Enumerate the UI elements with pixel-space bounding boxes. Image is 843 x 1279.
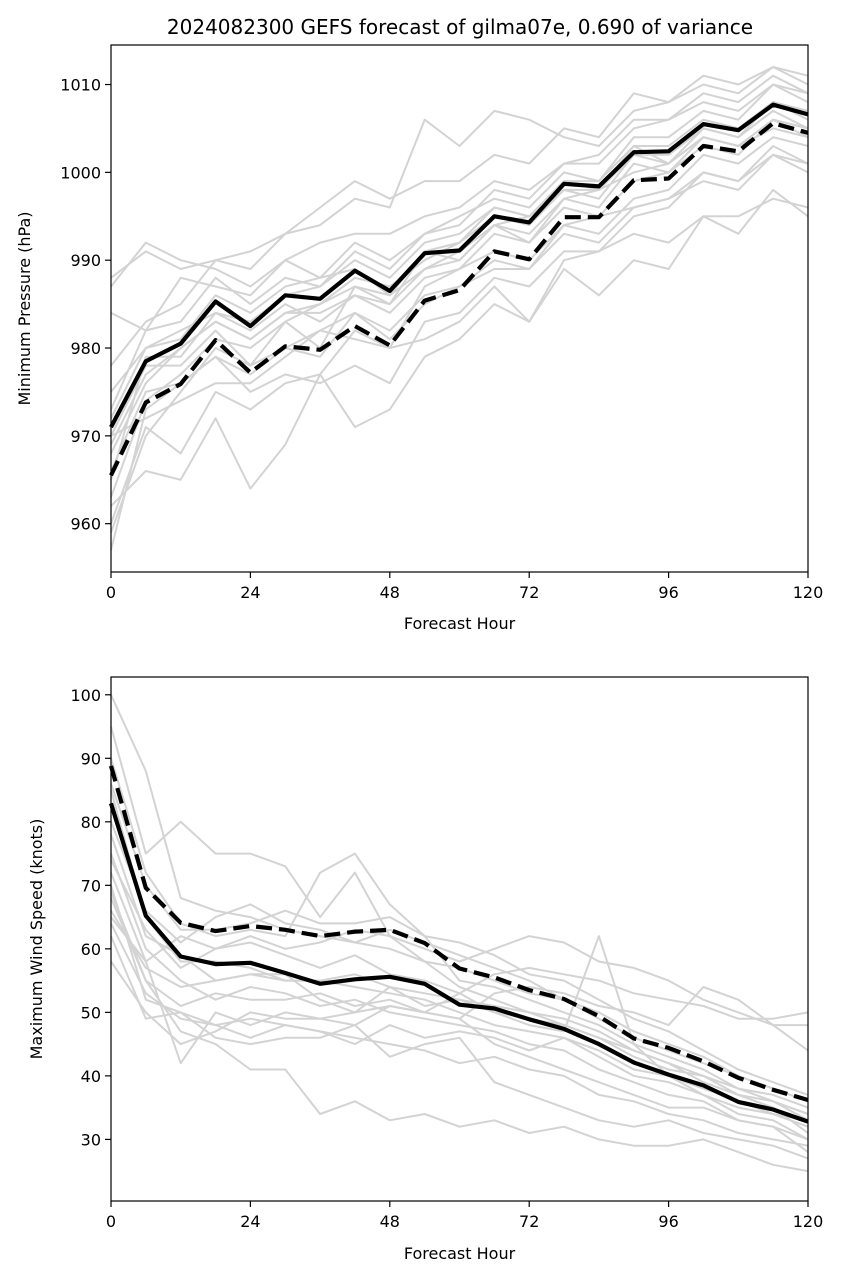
pressure-x-tick-label-120: 120 — [793, 583, 824, 602]
wind-x-tick-label-72: 72 — [519, 1212, 539, 1231]
pressure-x-axis-label: Forecast Hour — [404, 614, 516, 633]
pressure-x-tick-label-72: 72 — [519, 583, 539, 602]
pressure-ensemble-member-line-6 — [110, 66, 809, 279]
wind-x-tick-label-96: 96 — [658, 1212, 678, 1231]
wind-y-tick-label-90: 90 — [81, 749, 101, 768]
wind-ensemble-member-line-13 — [110, 821, 809, 1103]
wind-ensemble-member-line-6 — [110, 935, 809, 1160]
pressure-dashed-black-line — [109, 121, 809, 477]
pressure-ensemble-member-line-7 — [110, 66, 809, 367]
pressure-y-tick-label-1010: 1010 — [60, 76, 101, 95]
wind-x-tick-label-0: 0 — [106, 1212, 116, 1231]
pressure-y-tick-label-980: 980 — [70, 339, 101, 358]
wind-solid-black-line — [108, 802, 809, 1124]
pressure-y-tick-label-990: 990 — [70, 251, 101, 270]
pressure-ensemble-member-line-18 — [110, 118, 809, 446]
pressure-solid-black-line — [109, 102, 809, 429]
wind-y-tick-label-70: 70 — [81, 876, 101, 895]
pressure-x-tick-label-24: 24 — [240, 583, 260, 602]
pressure-series-group — [109, 66, 809, 551]
wind-ensemble-member-line-5 — [110, 897, 809, 1173]
wind-x-tick-label-24: 24 — [240, 1212, 260, 1231]
wind-ensemble-member-line-12 — [110, 872, 809, 1052]
pressure-ensemble-member-line-10 — [110, 197, 809, 437]
pressure-ensemble-member-line-16 — [110, 118, 809, 419]
pressure-x-tick-label-96: 96 — [658, 583, 678, 602]
pressure-ensemble-member-line-13 — [110, 101, 809, 332]
chart-title: 2024082300 GEFS forecast of gilma07e, 0.… — [167, 15, 753, 39]
wind-x-tick-label-48: 48 — [380, 1212, 400, 1231]
wind-y-tick-label-100: 100 — [70, 686, 101, 705]
pressure-y-tick-label-960: 960 — [70, 515, 101, 534]
pressure-y-tick-label-970: 970 — [70, 427, 101, 446]
pressure-ensemble-member-line-17 — [110, 136, 809, 551]
wind-y-tick-label-30: 30 — [81, 1130, 101, 1149]
wind-ensemble-member-line-18 — [110, 891, 809, 1153]
wind-ensemble-member-line-17 — [110, 783, 809, 1115]
wind-y-tick-label-80: 80 — [81, 813, 101, 832]
pressure-ensemble-member-line-5 — [110, 83, 809, 288]
wind-series-group — [108, 694, 809, 1173]
wind-x-tick-label-120: 120 — [793, 1212, 824, 1231]
wind-ensemble-member-line-7 — [110, 885, 809, 1147]
wind-panel: 0 24 48 72 96 120 30 40 50 60 70 80 90 100 Forecast Ho… — [27, 676, 824, 1263]
wind-y-axis-label: Maximum Wind Speed (knots) — [27, 819, 46, 1060]
pressure-y-axis-label: Minimum Pressure (hPa) — [15, 212, 34, 406]
pressure-x-tick-label-0: 0 — [106, 583, 116, 602]
wind-ensemble-member-line-16 — [110, 910, 809, 1109]
wind-dashed-black-line — [108, 765, 809, 1103]
wind-axes-frame — [110, 676, 809, 1202]
pressure-ensemble-member-line-11 — [110, 188, 809, 525]
wind-y-tick-label-50: 50 — [81, 1003, 101, 1022]
wind-ensemble-member-line-3 — [110, 758, 809, 1096]
wind-ensemble-member-line-15 — [110, 922, 809, 1141]
pressure-axes-frame — [110, 44, 809, 573]
pressure-ensemble-member-line-9 — [110, 145, 809, 472]
pressure-ensemble-member-line-4 — [110, 74, 809, 410]
wind-y-tick-label-40: 40 — [81, 1067, 101, 1086]
pressure-y-tick-label-1000: 1000 — [60, 163, 101, 182]
pressure-panel: 0 24 48 72 96 120 960 970 980 990 1000 1010 Forecast… — [15, 44, 824, 633]
wind-y-tick-label-60: 60 — [81, 940, 101, 959]
pressure-x-tick-label-48: 48 — [380, 583, 400, 602]
wind-ensemble-member-line-14 — [110, 859, 809, 1134]
wind-x-axis-label: Forecast Hour — [404, 1244, 516, 1263]
